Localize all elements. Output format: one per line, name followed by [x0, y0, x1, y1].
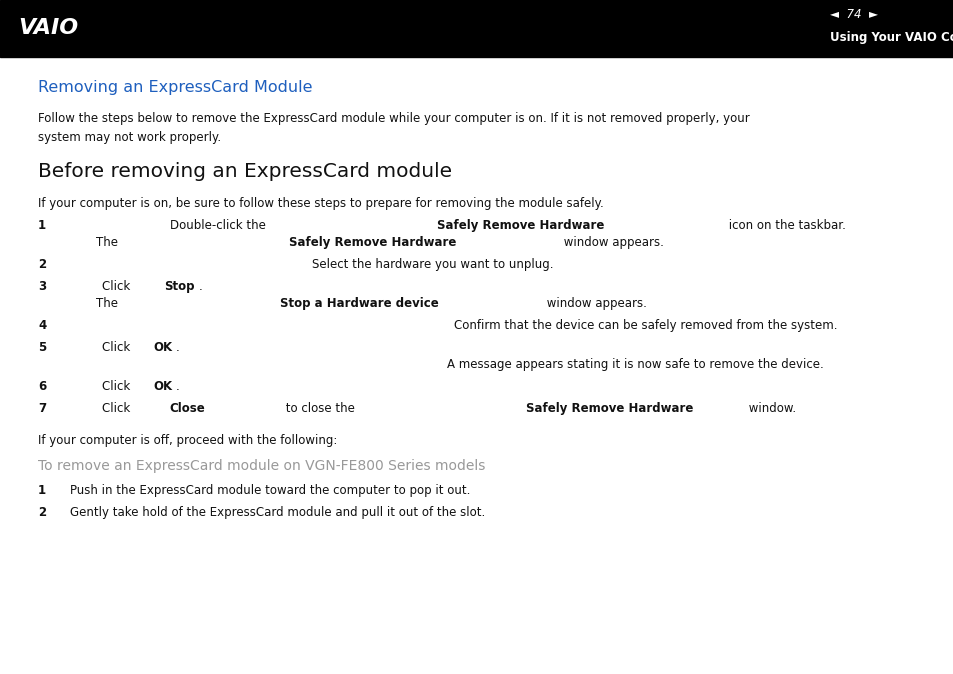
- Text: to close the: to close the: [282, 402, 358, 415]
- Text: window.: window.: [744, 402, 795, 415]
- Text: Safely Remove Hardware: Safely Remove Hardware: [525, 402, 693, 415]
- Text: .: .: [175, 380, 179, 393]
- Text: window appears.: window appears.: [542, 297, 646, 310]
- Text: Gently take hold of the ExpressCard module and pull it out of the slot.: Gently take hold of the ExpressCard modu…: [70, 506, 485, 519]
- Text: Confirm that the device can be safely removed from the system.: Confirm that the device can be safely re…: [453, 319, 836, 332]
- Text: 3: 3: [38, 280, 46, 293]
- Text: Select the hardware you want to unplug.: Select the hardware you want to unplug.: [312, 258, 553, 271]
- Text: Click: Click: [102, 402, 133, 415]
- Text: Click: Click: [102, 280, 133, 293]
- Text: A message appears stating it is now safe to remove the device.: A message appears stating it is now safe…: [446, 358, 822, 371]
- Text: Close: Close: [170, 402, 205, 415]
- Text: 5: 5: [38, 341, 46, 354]
- Text: To remove an ExpressCard module on VGN-FE800 Series models: To remove an ExpressCard module on VGN-F…: [38, 459, 485, 473]
- Text: The: The: [95, 236, 121, 249]
- Text: Removing an ExpressCard Module: Removing an ExpressCard Module: [38, 80, 313, 95]
- Text: .: .: [175, 341, 179, 354]
- Text: 6: 6: [38, 380, 46, 393]
- Text: Safely Remove Hardware: Safely Remove Hardware: [289, 236, 456, 249]
- Text: OK: OK: [153, 341, 172, 354]
- Bar: [0, 0, 953, 57]
- Text: If your computer is on, be sure to follow these steps to prepare for removing th: If your computer is on, be sure to follo…: [38, 197, 603, 210]
- Text: If your computer is off, proceed with the following:: If your computer is off, proceed with th…: [38, 434, 337, 447]
- Text: Follow the steps below to remove the ExpressCard module while your computer is o: Follow the steps below to remove the Exp…: [38, 112, 749, 144]
- Text: Stop: Stop: [164, 280, 194, 293]
- Text: Click: Click: [102, 341, 133, 354]
- Text: Safely Remove Hardware: Safely Remove Hardware: [436, 219, 603, 232]
- Text: OK: OK: [153, 380, 172, 393]
- Text: Click: Click: [102, 380, 133, 393]
- Text: icon on the taskbar.: icon on the taskbar.: [724, 219, 845, 232]
- Text: Double-click the: Double-click the: [170, 219, 269, 232]
- Text: window appears.: window appears.: [559, 236, 663, 249]
- Text: 7: 7: [38, 402, 46, 415]
- Text: .: .: [198, 280, 202, 293]
- Text: Push in the ExpressCard module toward the computer to pop it out.: Push in the ExpressCard module toward th…: [70, 484, 470, 497]
- Text: VAIO: VAIO: [18, 18, 78, 38]
- Text: Using Your VAIO Computer: Using Your VAIO Computer: [829, 32, 953, 44]
- Text: 1: 1: [38, 219, 46, 232]
- Text: 1: 1: [38, 484, 46, 497]
- Text: Before removing an ExpressCard module: Before removing an ExpressCard module: [38, 162, 452, 181]
- Text: Stop a Hardware device: Stop a Hardware device: [280, 297, 438, 310]
- Text: 4: 4: [38, 319, 46, 332]
- Text: ◄  74  ►: ◄ 74 ►: [829, 9, 877, 22]
- Text: 2: 2: [38, 258, 46, 271]
- Text: The: The: [95, 297, 121, 310]
- Text: 2: 2: [38, 506, 46, 519]
